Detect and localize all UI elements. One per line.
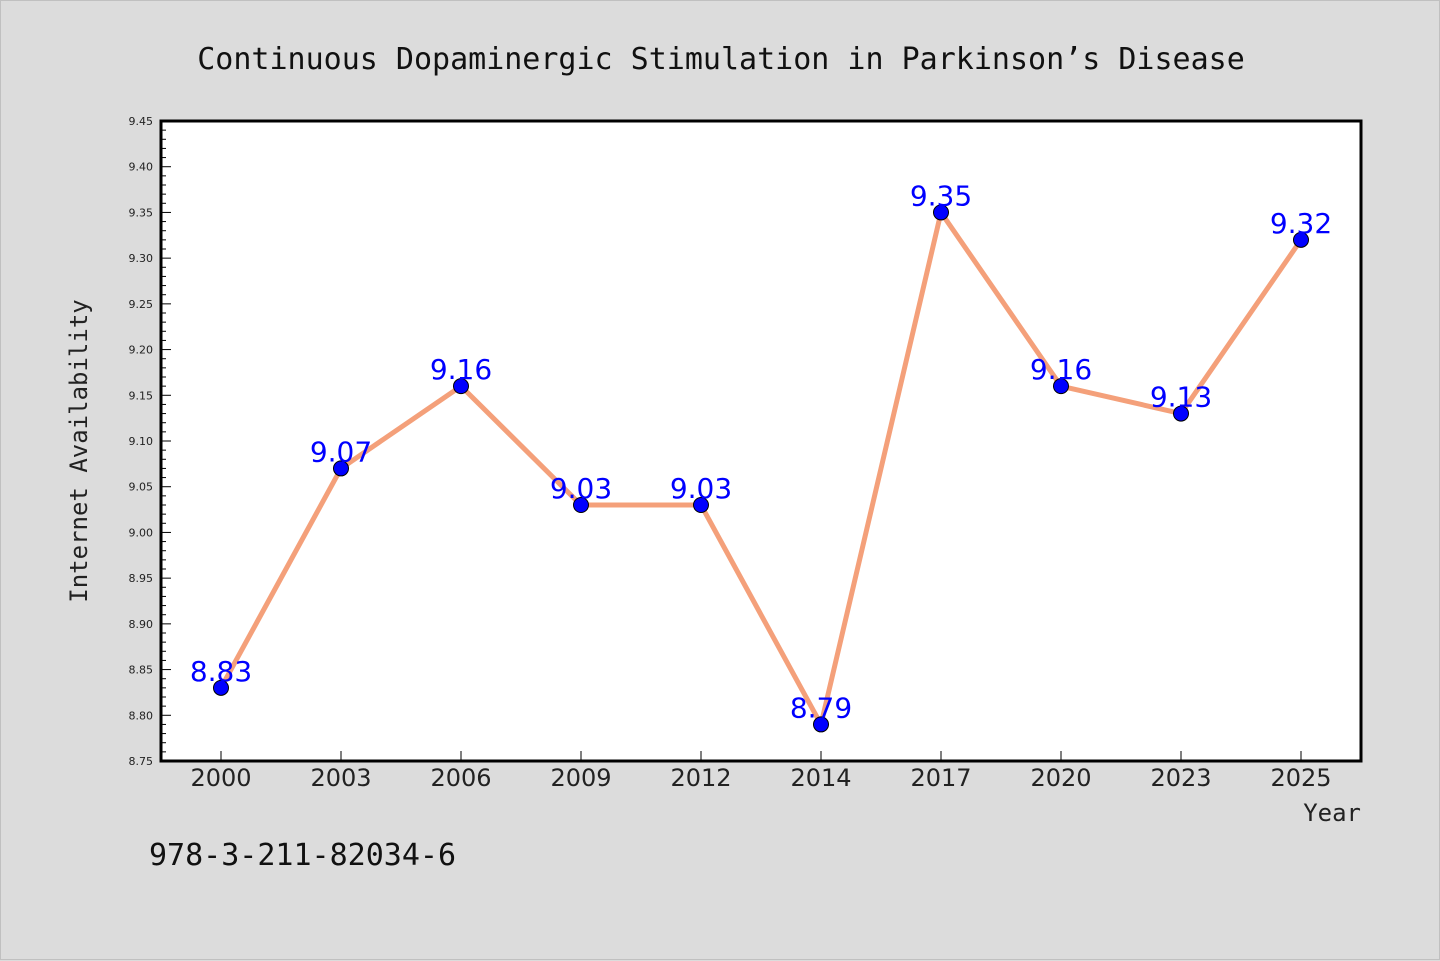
data-label: 9.13 xyxy=(1150,381,1212,414)
data-label: 9.03 xyxy=(670,472,732,505)
x-tick-label: 2000 xyxy=(190,764,251,792)
x-axis-ticks: 2000 2003 2006 2009 2012 2014 2017 2020 2023 2025 xyxy=(190,751,1332,792)
data-label: 9.07 xyxy=(310,435,372,468)
y-tick-label: 9.00 xyxy=(129,526,154,539)
y-axis-ticks: 8.75 8.80 8.85 8.90 8.95 9.00 9.05 9.10 9.15 9.20… xyxy=(129,115,171,768)
y-tick-label: 9.15 xyxy=(129,389,154,402)
series-line xyxy=(218,209,1304,727)
x-axis-label: Year xyxy=(1303,799,1361,827)
y-tick-label: 9.45 xyxy=(129,115,154,128)
y-tick-label: 8.95 xyxy=(129,572,154,585)
data-labels: 8.83 9.07 9.16 9.03 9.03 8.79 9.35 9.16 9.13 9.32 xyxy=(190,179,1332,724)
x-tick-label: 2009 xyxy=(550,764,611,792)
x-tick-label: 2012 xyxy=(670,764,731,792)
y-tick-label: 9.10 xyxy=(129,435,154,448)
y-tick-label: 8.75 xyxy=(129,755,154,768)
x-tick-label: 2003 xyxy=(310,764,371,792)
data-point xyxy=(573,497,589,513)
data-label: 9.16 xyxy=(430,353,492,386)
chart-title: Continuous Dopaminergic Stimulation in P… xyxy=(197,42,1245,77)
data-point xyxy=(1053,378,1069,395)
y-tick-label: 8.90 xyxy=(129,618,154,631)
data-point xyxy=(1293,231,1309,248)
y-tick-label: 8.80 xyxy=(129,709,154,722)
x-tick-label: 2014 xyxy=(790,764,851,792)
y-axis-label: Internet Availability xyxy=(65,299,93,602)
y-tick-label: 8.85 xyxy=(129,664,154,677)
x-tick-label: 2006 xyxy=(430,764,491,792)
data-label: 9.32 xyxy=(1270,207,1332,240)
data-series xyxy=(213,204,1309,733)
data-point xyxy=(933,204,949,221)
data-point xyxy=(1173,405,1189,422)
x-tick-label: 2025 xyxy=(1270,764,1331,792)
data-point xyxy=(333,460,349,477)
data-point xyxy=(693,497,709,513)
data-label: 8.83 xyxy=(190,655,252,688)
x-tick-label: 2017 xyxy=(910,764,971,792)
y-tick-label: 9.20 xyxy=(129,344,154,357)
data-label: 9.16 xyxy=(1030,353,1092,386)
data-label: 8.79 xyxy=(790,691,852,724)
data-label: 9.35 xyxy=(910,179,972,212)
isbn-annotation: 978-3-211-82034-6 xyxy=(149,838,456,873)
x-tick-label: 2023 xyxy=(1150,764,1211,792)
data-point xyxy=(453,378,469,395)
y-tick-label: 9.35 xyxy=(129,206,154,219)
y-tick-label: 9.40 xyxy=(129,161,154,174)
y-tick-label: 9.05 xyxy=(129,481,154,494)
y-tick-label: 9.30 xyxy=(129,252,154,265)
plot-area xyxy=(159,119,1363,763)
x-tick-label: 2020 xyxy=(1030,764,1091,792)
y-tick-label: 9.25 xyxy=(129,298,154,311)
data-point xyxy=(213,679,229,696)
data-point xyxy=(813,716,829,733)
data-label: 9.03 xyxy=(550,472,612,505)
